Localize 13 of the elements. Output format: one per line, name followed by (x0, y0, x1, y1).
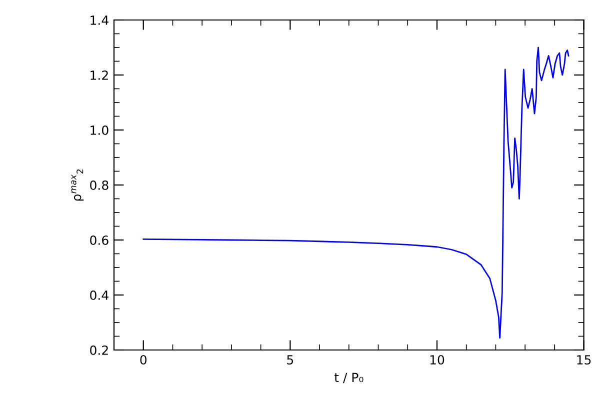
y-tick-label: 1.4 (90, 16, 108, 25)
x-axis-title: t / P₀ (334, 372, 364, 384)
x-tick-label: 0 (140, 355, 147, 365)
x-tick-label: 15 (577, 355, 591, 365)
y-tick-label: 0.6 (90, 235, 108, 245)
x-tick-label: 5 (287, 355, 294, 365)
y-tick-label: 1.2 (90, 70, 108, 80)
y-tick-label: 0.2 (90, 345, 108, 355)
x-tick-label: 10 (430, 355, 444, 365)
y-tick-label: 0.4 (90, 290, 108, 300)
y-tick-label: 0.8 (90, 180, 108, 190)
y-tick-label: 1.0 (90, 125, 108, 135)
y-axis-title: ρ$^{max}$$_{2}$ (71, 169, 84, 201)
